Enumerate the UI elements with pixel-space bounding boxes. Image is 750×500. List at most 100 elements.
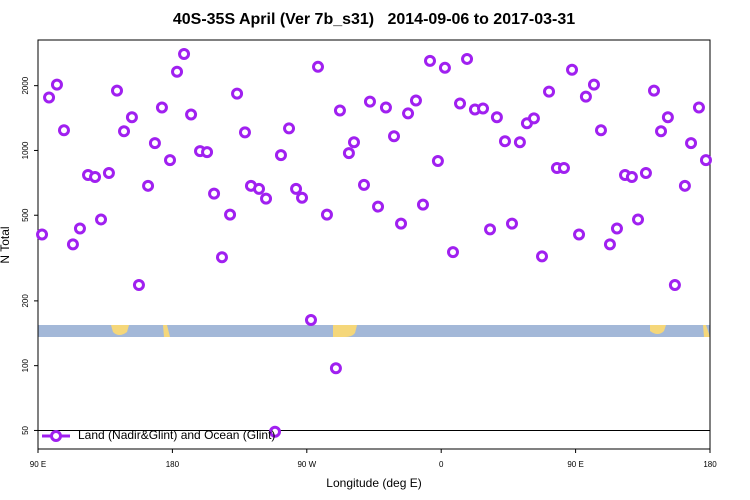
data-point <box>527 112 540 125</box>
data-point <box>446 246 459 259</box>
data-point <box>648 84 660 97</box>
x-tick-label: 180 <box>703 460 717 469</box>
data-point <box>587 78 600 91</box>
y-axis-label: N Total <box>0 226 12 263</box>
data-point <box>655 125 668 138</box>
data-point <box>388 130 401 143</box>
data-point <box>379 101 392 114</box>
y-tick-label: 50 <box>21 425 30 434</box>
data-point <box>505 217 518 230</box>
data-point <box>329 362 342 375</box>
data-point <box>102 166 115 179</box>
x-tick-label: 90 W <box>297 460 316 469</box>
data-point <box>125 111 138 124</box>
data-point <box>274 149 287 162</box>
data-point <box>594 124 607 137</box>
land <box>111 325 129 335</box>
data-point <box>395 217 408 230</box>
data-point <box>603 238 616 251</box>
data-point <box>699 154 712 167</box>
land <box>703 325 710 337</box>
data-point <box>543 85 556 98</box>
x-tick-label: 90 E <box>30 460 46 469</box>
data-point <box>312 60 324 73</box>
data-point <box>557 161 570 174</box>
data-point <box>268 425 281 438</box>
y-tick-label: 200 <box>21 294 30 308</box>
data-point <box>661 111 674 124</box>
data-point <box>536 250 548 263</box>
data-point <box>372 200 385 213</box>
data-point <box>296 191 309 204</box>
data-point <box>357 178 370 191</box>
data-point <box>290 182 303 195</box>
x-tick-label: 90 E <box>567 460 583 469</box>
data-point <box>132 279 145 292</box>
data-point <box>409 94 422 107</box>
data-point <box>416 198 429 211</box>
data-point <box>625 170 638 183</box>
data-point <box>43 91 56 104</box>
data-point <box>566 63 579 76</box>
data-point <box>253 182 266 195</box>
data-point <box>95 213 108 226</box>
data-point <box>118 125 131 138</box>
data-point <box>142 179 155 192</box>
data-point <box>208 187 221 200</box>
data-point <box>431 155 444 168</box>
data-point <box>498 135 511 148</box>
x-tick-label: 0 <box>439 460 444 469</box>
data-point <box>215 251 228 264</box>
data-point <box>347 136 360 149</box>
legend-marker <box>50 430 62 442</box>
ocean-band <box>38 325 710 337</box>
data-point <box>231 87 244 100</box>
data-point <box>610 222 623 235</box>
data-point <box>89 170 102 183</box>
data-point <box>668 279 681 292</box>
chart-title: 40S-35S April (Ver 7b_s31) 2014-09-06 to… <box>173 11 575 28</box>
data-point <box>342 147 355 160</box>
data-point <box>178 47 191 60</box>
data-point <box>304 313 317 326</box>
land <box>163 325 170 337</box>
data-point <box>579 90 592 103</box>
x-tick-label: 180 <box>166 460 180 469</box>
land <box>333 325 357 337</box>
data-point <box>632 213 645 226</box>
legend-item: Land (Nadir&Glint) and Ocean (Glint) <box>42 428 275 442</box>
data-point <box>185 108 198 121</box>
y-tick-label: 2000 <box>21 76 30 94</box>
plot-frame <box>37 39 711 450</box>
data-point <box>50 78 63 91</box>
data-point <box>110 84 123 97</box>
data-point <box>155 101 168 114</box>
data-point <box>66 238 79 251</box>
data-point <box>438 61 451 74</box>
data-point <box>260 192 273 205</box>
data-point <box>513 136 526 149</box>
data-point <box>402 107 415 120</box>
y-tick-label: 1000 <box>21 141 30 159</box>
data-point <box>238 126 251 139</box>
data-point <box>692 101 705 114</box>
land <box>650 325 666 334</box>
data-point <box>171 65 184 78</box>
data-point <box>484 223 497 236</box>
data-point <box>573 228 586 241</box>
data-point <box>57 124 70 137</box>
data-point <box>363 95 376 108</box>
data-point <box>164 154 177 167</box>
data-point <box>639 166 652 179</box>
data-point <box>685 137 698 150</box>
data-point <box>333 104 346 117</box>
data-point <box>454 97 467 110</box>
y-tick-label: 100 <box>21 358 30 372</box>
data-point <box>490 111 503 124</box>
x-axis-label: Longitude (deg E) <box>326 476 421 490</box>
data-point <box>461 52 474 65</box>
data-point <box>283 122 296 135</box>
data-point <box>73 222 86 235</box>
y-tick-label: 500 <box>21 208 30 222</box>
